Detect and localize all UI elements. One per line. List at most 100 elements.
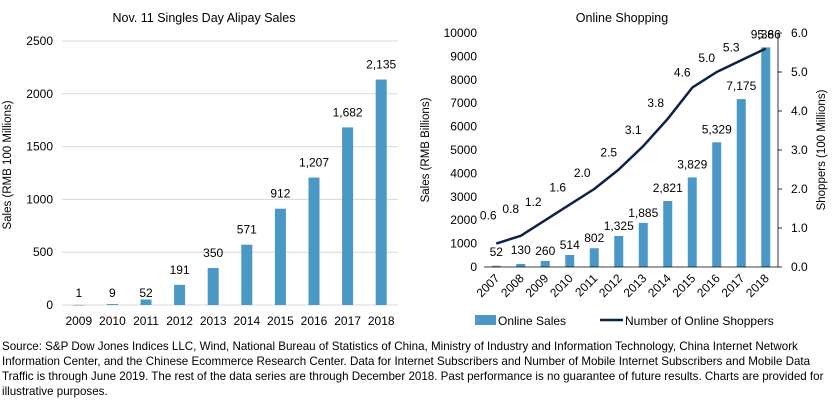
bar-label-2017: 7,175 bbox=[726, 79, 756, 93]
bar-2016 bbox=[712, 142, 722, 267]
bar-2013 bbox=[207, 268, 219, 305]
x-tick-label: 2009 bbox=[65, 314, 92, 328]
alipay-chart-title: Nov. 11 Singles Day Alipay Sales bbox=[113, 11, 296, 25]
x-tick-label: 2012 bbox=[166, 314, 193, 328]
data-label-2016: 1,207 bbox=[299, 156, 329, 170]
line-label-2009: 1.2 bbox=[525, 195, 542, 209]
bar-2018 bbox=[375, 79, 387, 305]
bar-label-2016: 5,329 bbox=[702, 122, 732, 136]
legend: Online Sales Number of Online Shoppers bbox=[475, 314, 774, 328]
bar-label-2014: 2,821 bbox=[653, 181, 683, 195]
y-tick-label: 3000 bbox=[450, 190, 477, 204]
bar-label-2011: 802 bbox=[584, 231, 604, 245]
source-note: Source: S&P Dow Jones Indices LLC, Wind,… bbox=[2, 340, 824, 398]
line-label-2008: 0.8 bbox=[502, 202, 519, 216]
legend-swatch-online-sales bbox=[475, 315, 496, 325]
x-tick-label: 2018 bbox=[743, 271, 772, 300]
y-right-tick-label: 0.0 bbox=[791, 260, 808, 274]
y-right-tick-label: 2.0 bbox=[791, 182, 808, 196]
line-label-2010: 1.6 bbox=[549, 181, 566, 195]
y-tick-label: 7000 bbox=[450, 96, 477, 110]
y-tick-label: 5000 bbox=[450, 143, 477, 157]
x-tick-label: 2016 bbox=[301, 314, 328, 328]
bar-2016 bbox=[308, 177, 320, 305]
line-label-2014: 3.8 bbox=[647, 96, 664, 110]
y-right-tick-label: 3.0 bbox=[791, 143, 808, 157]
x-tick-label: 2010 bbox=[547, 271, 576, 300]
x-tick-label: 2017 bbox=[719, 271, 748, 300]
line-label-2012: 2.5 bbox=[600, 146, 617, 160]
bar-label-2015: 3,829 bbox=[677, 157, 707, 171]
legend-label-online-sales: Online Sales bbox=[498, 314, 566, 328]
line-label-2016: 5.0 bbox=[698, 51, 715, 65]
online-shopping-chart-title: Online Shopping bbox=[576, 11, 668, 25]
data-label-2018: 2,135 bbox=[366, 58, 396, 72]
line-label-2015: 4.6 bbox=[674, 66, 691, 80]
alipay-y-axis-label: Sales (RMB 100 Millions) bbox=[2, 100, 14, 229]
legend-label-online-shoppers: Number of Online Shoppers bbox=[625, 314, 774, 328]
y-tick-label: 6000 bbox=[450, 120, 477, 134]
x-tick-label: 2010 bbox=[99, 314, 126, 328]
x-tick-label: 2013 bbox=[200, 314, 227, 328]
bar-2008 bbox=[516, 263, 526, 267]
y-tick-label: 1000 bbox=[26, 192, 53, 206]
x-tick-label: 2007 bbox=[474, 271, 503, 300]
y-tick-label: 10000 bbox=[444, 26, 478, 40]
bar-label-2018: 9,386 bbox=[751, 27, 781, 41]
y-right-tick-label: 1.0 bbox=[791, 221, 808, 235]
x-tick-label: 2017 bbox=[334, 314, 361, 328]
bar-label-2008: 130 bbox=[511, 243, 531, 257]
x-tick-label: 2015 bbox=[267, 314, 294, 328]
y-tick-label: 4000 bbox=[450, 166, 477, 180]
charts-canvas: Nov. 11 Singles Day Alipay Sales Sales (… bbox=[2, 11, 828, 328]
bar-2012 bbox=[614, 235, 624, 267]
bar-label-2007: 52 bbox=[490, 245, 504, 259]
bar-2018 bbox=[761, 47, 771, 267]
y-tick-label: 1000 bbox=[450, 237, 477, 251]
data-label-2010: 9 bbox=[109, 286, 116, 300]
bar-2007 bbox=[491, 265, 501, 267]
online-sales-y-axis-label: Sales (RMB Billions) bbox=[420, 97, 432, 202]
data-label-2011: 52 bbox=[139, 286, 153, 300]
y-right-tick-label: 4.0 bbox=[791, 104, 808, 118]
x-tick-label: 2016 bbox=[694, 271, 723, 300]
data-label-2015: 912 bbox=[270, 187, 290, 201]
y-right-tick-label: 5.0 bbox=[791, 65, 808, 79]
alipay-chart: Nov. 11 Singles Day Alipay Sales Sales (… bbox=[2, 11, 398, 328]
bar-2015 bbox=[687, 177, 697, 267]
y-right-tick-label: 6.0 bbox=[791, 26, 808, 40]
bar-2015 bbox=[274, 208, 286, 305]
y-tick-label: 2500 bbox=[26, 34, 53, 48]
online-shopping-chart: Online Shopping Sales (RMB Billions) Sho… bbox=[420, 11, 828, 328]
x-tick-label: 2014 bbox=[233, 314, 260, 328]
bar-2017 bbox=[736, 99, 746, 267]
bar-label-2010: 514 bbox=[560, 238, 580, 252]
y-tick-label: 2000 bbox=[26, 87, 53, 101]
x-tick-label: 2014 bbox=[645, 271, 674, 300]
bar-2009 bbox=[73, 304, 85, 306]
data-label-2014: 571 bbox=[237, 223, 257, 237]
bar-label-2012: 1,325 bbox=[604, 219, 634, 233]
x-tick-label: 2015 bbox=[670, 271, 699, 300]
x-tick-label: 2013 bbox=[621, 271, 650, 300]
shoppers-line bbox=[495, 47, 767, 245]
y-tick-label: 500 bbox=[33, 245, 53, 259]
x-tick-label: 2011 bbox=[572, 271, 600, 299]
x-tick-label: 2012 bbox=[596, 271, 625, 300]
bar-2011 bbox=[140, 299, 152, 305]
bar-2017 bbox=[342, 127, 354, 305]
shoppers-y-axis-label: Shoppers (100 Millions) bbox=[816, 89, 828, 210]
bar-2014 bbox=[241, 244, 253, 305]
y-tick-label: 1500 bbox=[26, 140, 53, 154]
line-label-2013: 3.1 bbox=[625, 123, 642, 137]
y-tick-label: 2000 bbox=[450, 213, 477, 227]
x-tick-label: 2008 bbox=[498, 271, 527, 300]
bar-2012 bbox=[174, 284, 186, 305]
data-label-2013: 350 bbox=[203, 246, 223, 260]
line-label-2017: 5.3 bbox=[723, 40, 740, 54]
bar-2009 bbox=[540, 260, 550, 267]
bar-2010 bbox=[565, 254, 575, 267]
bar-label-2013: 1,885 bbox=[628, 206, 658, 220]
y-tick-label: 9000 bbox=[450, 49, 477, 63]
line-label-2011: 2.0 bbox=[574, 166, 591, 180]
